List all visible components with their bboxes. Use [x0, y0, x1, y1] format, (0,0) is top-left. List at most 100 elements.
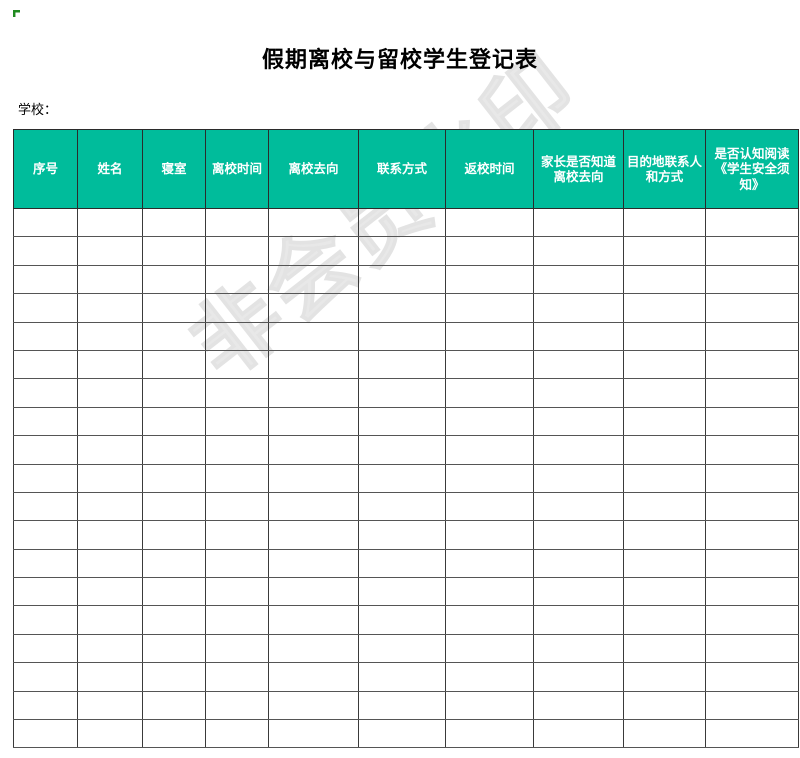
- table-cell[interactable]: [77, 435, 143, 465]
- table-cell[interactable]: [142, 321, 206, 351]
- table-cell[interactable]: [268, 662, 359, 692]
- table-cell[interactable]: [268, 719, 359, 749]
- table-cell[interactable]: [13, 491, 78, 522]
- table-cell[interactable]: [445, 690, 534, 721]
- table-cell[interactable]: [268, 577, 359, 607]
- table-cell[interactable]: [268, 321, 359, 351]
- table-cell[interactable]: [77, 662, 143, 692]
- table-cell[interactable]: [268, 605, 359, 635]
- table-cell[interactable]: [13, 435, 78, 465]
- table-cell[interactable]: [77, 520, 143, 550]
- table-cell[interactable]: [533, 605, 624, 635]
- table-cell[interactable]: [623, 435, 706, 465]
- table-cell[interactable]: [142, 633, 206, 664]
- table-cell[interactable]: [445, 435, 534, 465]
- table-cell[interactable]: [358, 633, 446, 664]
- table-cell[interactable]: [205, 463, 269, 493]
- table-cell[interactable]: [533, 548, 624, 579]
- table-cell[interactable]: [358, 321, 446, 351]
- table-cell[interactable]: [623, 662, 706, 692]
- table-cell[interactable]: [13, 577, 78, 607]
- table-cell[interactable]: [142, 577, 206, 607]
- table-cell[interactable]: [13, 690, 78, 721]
- table-cell[interactable]: [445, 633, 534, 664]
- table-cell[interactable]: [13, 548, 78, 579]
- table-cell[interactable]: [77, 548, 143, 579]
- table-cell[interactable]: [705, 435, 799, 465]
- table-cell[interactable]: [268, 520, 359, 550]
- table-cell[interactable]: [205, 662, 269, 692]
- table-cell[interactable]: [445, 207, 534, 238]
- table-cell[interactable]: [445, 577, 534, 607]
- table-cell[interactable]: [142, 293, 206, 323]
- table-cell[interactable]: [205, 577, 269, 607]
- table-cell[interactable]: [205, 633, 269, 664]
- table-cell[interactable]: [705, 463, 799, 493]
- table-cell[interactable]: [358, 435, 446, 465]
- table-cell[interactable]: [13, 520, 78, 550]
- table-cell[interactable]: [445, 719, 534, 749]
- table-cell[interactable]: [445, 264, 534, 295]
- table-cell[interactable]: [77, 349, 143, 380]
- table-cell[interactable]: [142, 491, 206, 522]
- table-cell[interactable]: [142, 690, 206, 721]
- table-cell[interactable]: [142, 406, 206, 437]
- table-cell[interactable]: [13, 236, 78, 266]
- table-cell[interactable]: [77, 264, 143, 295]
- table-cell[interactable]: [13, 378, 78, 408]
- table-cell[interactable]: [705, 662, 799, 692]
- table-cell[interactable]: [268, 435, 359, 465]
- table-cell[interactable]: [445, 236, 534, 266]
- table-cell[interactable]: [533, 633, 624, 664]
- table-cell[interactable]: [205, 378, 269, 408]
- table-cell[interactable]: [705, 690, 799, 721]
- table-cell[interactable]: [205, 491, 269, 522]
- table-cell[interactable]: [358, 236, 446, 266]
- table-cell[interactable]: [705, 207, 799, 238]
- table-cell[interactable]: [533, 662, 624, 692]
- table-cell[interactable]: [705, 293, 799, 323]
- table-cell[interactable]: [358, 577, 446, 607]
- table-cell[interactable]: [705, 264, 799, 295]
- table-cell[interactable]: [358, 293, 446, 323]
- table-cell[interactable]: [268, 293, 359, 323]
- table-cell[interactable]: [13, 207, 78, 238]
- table-cell[interactable]: [358, 690, 446, 721]
- table-cell[interactable]: [77, 605, 143, 635]
- table-cell[interactable]: [623, 236, 706, 266]
- table-cell[interactable]: [77, 690, 143, 721]
- table-cell[interactable]: [623, 633, 706, 664]
- table-cell[interactable]: [13, 321, 78, 351]
- table-cell[interactable]: [623, 264, 706, 295]
- table-cell[interactable]: [13, 633, 78, 664]
- table-cell[interactable]: [77, 577, 143, 607]
- table-cell[interactable]: [77, 236, 143, 266]
- table-cell[interactable]: [533, 293, 624, 323]
- table-cell[interactable]: [205, 605, 269, 635]
- table-cell[interactable]: [268, 633, 359, 664]
- table-cell[interactable]: [142, 719, 206, 749]
- table-cell[interactable]: [623, 548, 706, 579]
- table-cell[interactable]: [13, 293, 78, 323]
- table-cell[interactable]: [358, 264, 446, 295]
- table-cell[interactable]: [268, 548, 359, 579]
- table-cell[interactable]: [445, 293, 534, 323]
- table-cell[interactable]: [268, 378, 359, 408]
- table-cell[interactable]: [13, 605, 78, 635]
- table-cell[interactable]: [205, 548, 269, 579]
- table-cell[interactable]: [623, 491, 706, 522]
- table-cell[interactable]: [358, 491, 446, 522]
- table-cell[interactable]: [445, 605, 534, 635]
- table-cell[interactable]: [533, 520, 624, 550]
- table-cell[interactable]: [623, 349, 706, 380]
- table-cell[interactable]: [705, 633, 799, 664]
- table-cell[interactable]: [705, 577, 799, 607]
- table-cell[interactable]: [142, 264, 206, 295]
- table-cell[interactable]: [358, 520, 446, 550]
- table-cell[interactable]: [533, 491, 624, 522]
- table-cell[interactable]: [77, 463, 143, 493]
- table-cell[interactable]: [358, 349, 446, 380]
- table-cell[interactable]: [77, 719, 143, 749]
- table-cell[interactable]: [445, 548, 534, 579]
- table-cell[interactable]: [13, 349, 78, 380]
